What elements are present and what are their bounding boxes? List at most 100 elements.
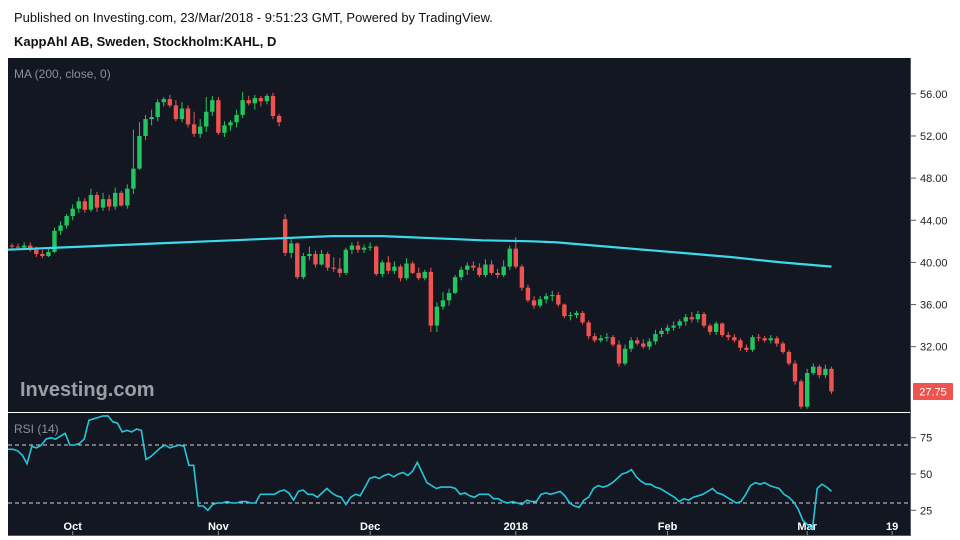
candle-body	[264, 95, 270, 102]
candle-body	[489, 264, 494, 273]
candle-body	[756, 337, 761, 339]
candle-body	[210, 100, 215, 112]
candle-body	[659, 330, 664, 335]
price-tick-label: 40.00	[920, 257, 948, 269]
candle	[665, 324, 670, 335]
candle	[307, 246, 312, 261]
candle	[786, 349, 792, 366]
candle	[768, 335, 773, 344]
last-price-badge: 27.75	[913, 382, 953, 400]
candle-body	[556, 295, 561, 305]
rsi-tick-label: 25	[920, 505, 932, 517]
candle	[428, 267, 434, 332]
candle	[829, 366, 834, 395]
candle	[367, 242, 373, 251]
candle-body	[173, 105, 179, 120]
candle	[604, 332, 610, 342]
candle	[525, 284, 531, 303]
published-line: Published on Investing.com, 23/Mar/2018 …	[14, 10, 493, 25]
candle-body	[416, 272, 421, 279]
candle-body	[252, 98, 257, 104]
candle-body	[337, 268, 342, 273]
candle	[76, 197, 81, 213]
candle	[452, 275, 458, 294]
candle-body	[143, 119, 148, 136]
candle-body	[677, 321, 682, 326]
candle-body	[610, 337, 616, 345]
candle	[355, 241, 361, 253]
candle	[713, 321, 719, 336]
rsi-axis: 75 50 25	[911, 433, 932, 517]
candle-body	[349, 245, 355, 250]
candle-body	[228, 122, 233, 126]
candle	[40, 249, 45, 259]
candle	[726, 331, 731, 341]
candle-body	[270, 95, 276, 116]
candle-body	[622, 348, 628, 364]
candle	[465, 262, 470, 276]
candle	[404, 258, 409, 281]
candle	[264, 93, 270, 105]
rsi-indicator-label: RSI (14)	[14, 422, 59, 436]
candle	[780, 341, 786, 355]
candle	[677, 319, 682, 329]
candle	[477, 263, 482, 278]
candle	[811, 363, 816, 376]
candle	[337, 258, 342, 278]
candle	[635, 337, 640, 346]
candle-body	[234, 114, 239, 123]
candle-body	[683, 317, 688, 322]
candle	[410, 261, 415, 274]
candle	[361, 244, 367, 253]
candle-body	[191, 124, 197, 134]
candle	[343, 247, 349, 276]
candle	[380, 260, 385, 278]
candle-body	[507, 248, 512, 267]
candle-body	[9, 245, 15, 247]
candle-body	[307, 253, 312, 257]
candle	[282, 213, 288, 257]
candle-body	[155, 102, 160, 117]
candle	[131, 129, 136, 194]
candle	[659, 327, 664, 338]
price-tick-label: 56.00	[920, 89, 948, 101]
rsi-level-lines	[8, 444, 911, 504]
candle-body	[428, 271, 434, 326]
candle	[562, 303, 567, 319]
candle	[641, 339, 646, 349]
candle	[289, 237, 294, 259]
time-tick-label: Feb	[658, 521, 678, 533]
candle	[137, 122, 142, 170]
candle	[719, 322, 725, 338]
candle	[598, 335, 603, 343]
candle-body	[64, 216, 69, 226]
candle	[228, 120, 233, 131]
candle	[616, 340, 622, 367]
candle	[125, 184, 130, 209]
candle-body	[671, 325, 676, 328]
candle	[446, 288, 452, 306]
candle	[707, 323, 713, 336]
candle-body	[550, 295, 555, 297]
candle-body	[458, 269, 464, 278]
candle	[46, 248, 51, 258]
price-tick-label: 32.00	[920, 342, 948, 354]
candle-body	[331, 267, 336, 269]
candle	[374, 245, 379, 277]
candle-body	[580, 312, 585, 323]
candle	[179, 102, 185, 123]
candle-body	[325, 253, 330, 268]
candle-body	[713, 323, 719, 332]
candle-body	[519, 266, 525, 288]
candle-body	[641, 343, 646, 347]
candle-body	[452, 277, 458, 293]
candle	[204, 96, 209, 132]
candle	[556, 291, 561, 307]
candle-body	[355, 245, 361, 250]
candle-body	[568, 315, 573, 317]
candle-body	[386, 262, 391, 271]
candle	[252, 94, 257, 110]
candle-body	[823, 368, 828, 376]
candle	[301, 252, 306, 280]
